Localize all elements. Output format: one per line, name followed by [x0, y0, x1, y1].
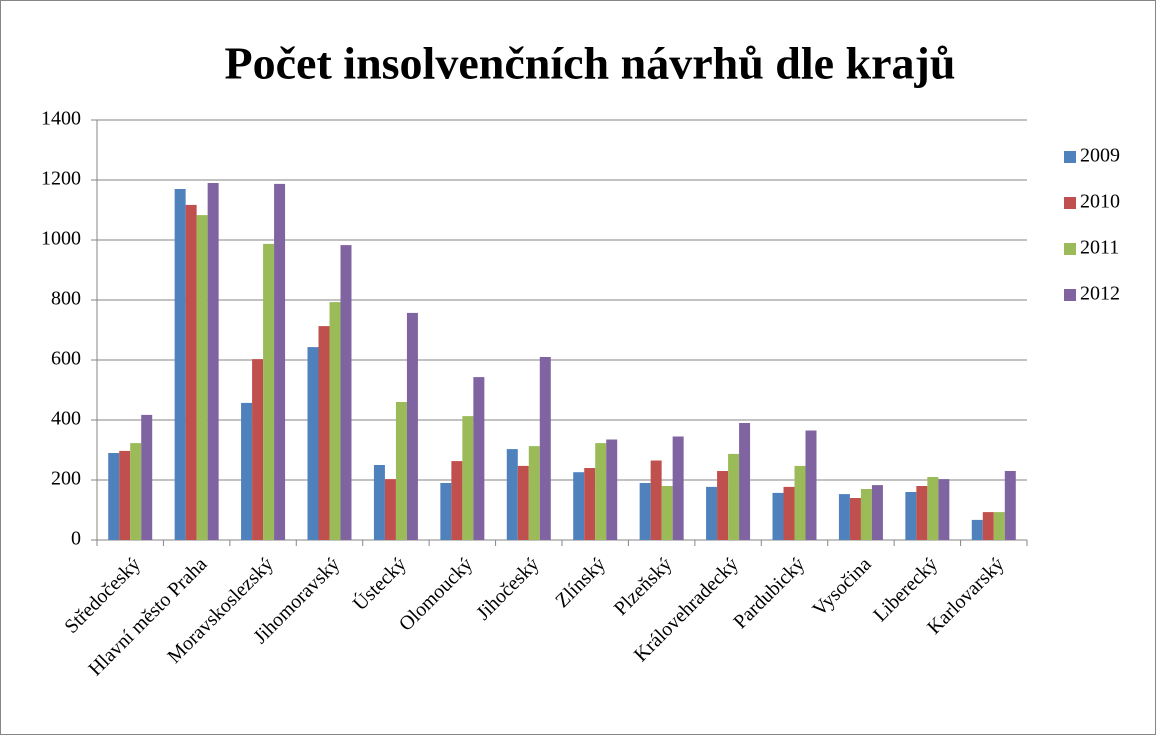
bar	[141, 414, 153, 540]
bar	[196, 215, 208, 540]
bar	[340, 245, 352, 540]
bar	[539, 357, 551, 540]
bar	[595, 443, 607, 540]
bar	[307, 347, 319, 540]
legend-swatch	[1064, 151, 1076, 163]
bar	[728, 453, 740, 540]
y-tick-label: 400	[51, 408, 81, 430]
bar	[473, 377, 485, 540]
bar	[661, 486, 673, 540]
bar	[318, 326, 330, 540]
bar	[871, 485, 883, 540]
bar	[440, 483, 452, 540]
legend-swatch	[1064, 197, 1076, 209]
bar	[860, 489, 872, 540]
bar	[517, 465, 529, 540]
bar	[263, 243, 275, 540]
bar	[971, 519, 983, 540]
chart-title: Počet insolvenčních návrhů dle krajů	[225, 38, 956, 89]
bar	[384, 479, 396, 540]
bar	[506, 449, 518, 540]
bar	[274, 183, 286, 540]
bar	[252, 359, 264, 540]
legend-label: 2009	[1080, 145, 1120, 167]
y-tick-label: 1400	[41, 108, 81, 130]
bar	[584, 468, 596, 540]
bar	[639, 483, 651, 540]
bar	[573, 472, 585, 540]
bar	[849, 498, 861, 540]
bar	[174, 189, 186, 540]
bar	[927, 477, 939, 540]
bar	[395, 402, 407, 540]
bar	[207, 183, 219, 540]
bar	[706, 486, 718, 540]
bar	[373, 465, 385, 540]
bar	[838, 494, 850, 540]
bar	[606, 439, 618, 540]
bar	[329, 302, 341, 540]
bar	[241, 402, 253, 540]
bar	[783, 486, 795, 540]
bar	[451, 461, 463, 540]
bar	[805, 430, 817, 540]
y-tick-label: 1000	[41, 228, 81, 250]
legend-label: 2012	[1080, 283, 1120, 305]
bar	[672, 436, 684, 540]
bar	[916, 486, 928, 540]
bar	[462, 416, 474, 540]
bar	[772, 492, 784, 540]
bar	[1004, 471, 1016, 540]
bar	[130, 443, 142, 540]
y-tick-label: 200	[51, 468, 81, 490]
legend-label: 2010	[1080, 191, 1120, 213]
bar	[938, 479, 950, 540]
bar	[905, 492, 917, 540]
bar	[993, 512, 1005, 540]
legend-swatch	[1064, 243, 1076, 255]
bar	[528, 446, 540, 540]
bar	[982, 512, 994, 540]
legend-label: 2011	[1080, 237, 1119, 259]
y-tick-label: 800	[51, 288, 81, 310]
bar	[650, 460, 662, 540]
bar	[185, 204, 197, 540]
y-tick-label: 0	[71, 528, 81, 550]
legend-swatch	[1064, 289, 1076, 301]
bar	[108, 453, 120, 540]
y-tick-label: 600	[51, 348, 81, 370]
bar	[794, 465, 806, 540]
bar	[119, 450, 131, 540]
bar	[406, 312, 418, 540]
bar	[739, 423, 751, 540]
bar	[717, 471, 729, 540]
y-tick-label: 1200	[41, 168, 81, 190]
